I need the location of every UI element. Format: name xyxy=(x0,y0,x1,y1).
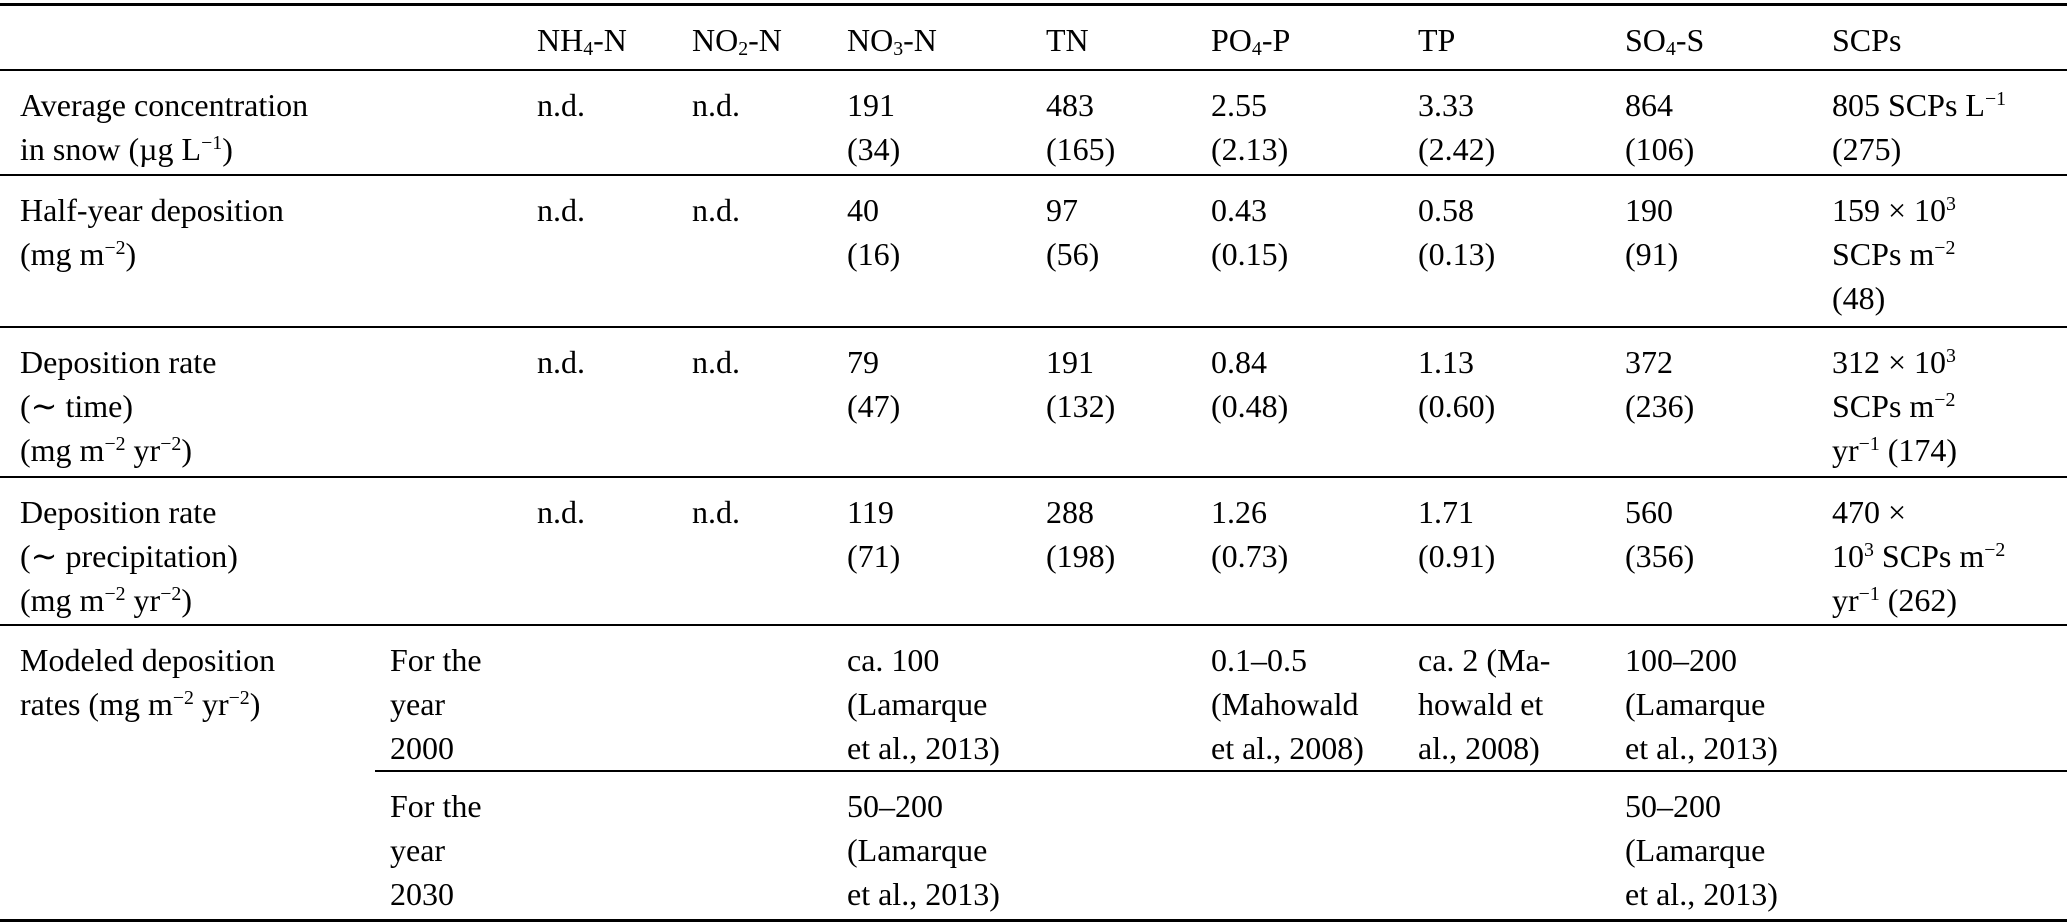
cell-avg-conc-scps: 805 SCPs L−1 (275) xyxy=(1832,69,2067,176)
cell-rate-precip-po4p: 1.26 (0.73) xyxy=(1211,476,1418,626)
cell-rate-precip-tp: 1.71 (0.91) xyxy=(1418,476,1625,626)
cell-modeled-2000-so4s: 100–200 (Lamarque et al., 2013) xyxy=(1625,624,1832,772)
cell-halfyear-sublabel xyxy=(375,174,537,328)
cell-rate-time-po4p: 0.84 (0.48) xyxy=(1211,326,1418,478)
cell-modeled-2030-po4p xyxy=(1211,771,1418,921)
row-modeled-year-2030: For the year 2030 50–200 (Lamarque et al., 2… xyxy=(0,771,2067,921)
cell-rate-time-scps: 312 × 103 SCPs m−2 yr−1 (174) xyxy=(1832,326,2067,478)
cell-rate-time-tn: 191 (132) xyxy=(1046,326,1211,478)
cell-rate-time-nh4n: n.d. xyxy=(537,326,692,478)
cell-halfyear-tp: 0.58 (0.13) xyxy=(1418,174,1625,328)
cell-rate-time-no3n: 79 (47) xyxy=(847,326,1046,478)
cell-rate-precip-no3n: 119 (71) xyxy=(847,476,1046,626)
cell-modeled-2000-tp: ca. 2 (Ma-howald et al., 2008) xyxy=(1418,624,1625,772)
row-modeled-year-2000: Modeled deposition rates (mg m−2 yr−2) Fo… xyxy=(0,624,2067,922)
cell-modeled-2000-sublabel: For the year 2000 xyxy=(375,624,537,772)
header-tp: TP xyxy=(1418,4,1625,71)
header-so4s: SO4-S xyxy=(1625,4,1832,71)
cell-modeled-label: Modeled deposition rates (mg m−2 yr−2) xyxy=(0,624,375,922)
cell-modeled-2030-so4s: 50–200 (Lamarque et al., 2013) xyxy=(1625,787,1778,912)
cell-rate-precip-no2n: n.d. xyxy=(692,476,847,626)
cell-modeled-2000-po4p: 0.1–0.5 (Mahowald et al., 2008) xyxy=(1211,624,1418,772)
row-average-concentration: Average concentration in snow (µg L−1) n.… xyxy=(0,69,2067,176)
cell-avg-conc-so4s: 864 (106) xyxy=(1625,69,1832,176)
row-half-year-deposition: Half-year deposition (mg m−2) n.d. n.d. 4… xyxy=(0,174,2067,328)
cell-halfyear-label: Half-year deposition (mg m−2) xyxy=(0,174,375,328)
cell-halfyear-nh4n: n.d. xyxy=(537,174,692,328)
row-deposition-rate-time: Deposition rate (∼ time) (mg m−2 yr−2) n.d… xyxy=(0,326,2067,478)
header-sublabel-spacer xyxy=(375,4,537,71)
cell-avg-conc-no3n: 191 (34) xyxy=(847,69,1046,176)
cell-modeled-2000-no3n: ca. 100 (Lamarque et al., 2013) xyxy=(847,624,1046,772)
cell-halfyear-no2n: n.d. xyxy=(692,174,847,328)
cell-modeled-2030-tp xyxy=(1418,771,1625,921)
cell-avg-conc-po4p: 2.55 (2.13) xyxy=(1211,69,1418,176)
cell-modeled-2000-no2n xyxy=(692,624,847,772)
cell-halfyear-so4s: 190 (91) xyxy=(1625,174,1832,328)
deposition-data-table: NH4-N NO2-N NO3-N TN PO4-P TP SO4-S SCPs… xyxy=(0,3,2067,922)
cell-modeled-2030-sublabel: For the year 2030 xyxy=(390,787,482,912)
cell-rate-precip-so4s: 560 (356) xyxy=(1625,476,1832,626)
cell-rate-time-sublabel xyxy=(375,326,537,478)
cell-rate-precip-scps: 470 × 103 SCPs m−2 yr−1 (262) xyxy=(1832,476,2067,626)
header-no3n: NO3-N xyxy=(847,4,1046,71)
cell-rate-precip-sublabel xyxy=(375,476,537,626)
cell-halfyear-no3n: 40 (16) xyxy=(847,174,1046,328)
cell-rate-precip-label: Deposition rate (∼ precipitation) (mg m−2 … xyxy=(0,476,375,626)
cell-modeled-2030-tn xyxy=(1046,771,1211,921)
cell-rate-time-label: Deposition rate (∼ time) (mg m−2 yr−2) xyxy=(0,326,375,478)
cell-avg-conc-sublabel xyxy=(375,69,537,176)
header-scps: SCPs xyxy=(1832,4,2067,71)
header-tn: TN xyxy=(1046,4,1211,71)
cell-halfyear-po4p: 0.43 (0.15) xyxy=(1211,174,1418,328)
cell-avg-conc-tp: 3.33 (2.42) xyxy=(1418,69,1625,176)
row-deposition-rate-precipitation: Deposition rate (∼ precipitation) (mg m−2 … xyxy=(0,476,2067,626)
header-nh4n: NH4-N xyxy=(537,4,692,71)
cell-rate-precip-nh4n: n.d. xyxy=(537,476,692,626)
cell-modeled-2030-nh4n xyxy=(537,771,692,921)
cell-modeled-2030-scps xyxy=(1832,771,2067,921)
cell-rate-time-so4s: 372 (236) xyxy=(1625,326,1832,478)
cell-modeled-2000-scps xyxy=(1832,624,2067,772)
cell-avg-conc-nh4n: n.d. xyxy=(537,69,692,176)
cell-halfyear-tn: 97 (56) xyxy=(1046,174,1211,328)
cell-halfyear-scps: 159 × 103 SCPs m−2 (48) xyxy=(1832,174,2067,328)
cell-avg-conc-tn: 483 (165) xyxy=(1046,69,1211,176)
header-no2n: NO2-N xyxy=(692,4,847,71)
cell-rate-time-no2n: n.d. xyxy=(692,326,847,478)
header-po4p: PO4-P xyxy=(1211,4,1418,71)
cell-avg-conc-label: Average concentration in snow (µg L−1) xyxy=(0,69,375,176)
header-row-label-spacer xyxy=(0,4,375,71)
cell-rate-time-tp: 1.13 (0.60) xyxy=(1418,326,1625,478)
cell-avg-conc-no2n: n.d. xyxy=(692,69,847,176)
header-row: NH4-N NO2-N NO3-N TN PO4-P TP SO4-S SCPs xyxy=(0,4,2067,71)
cell-modeled-2030-no3n: 50–200 (Lamarque et al., 2013) xyxy=(847,787,1000,912)
cell-rate-precip-tn: 288 (198) xyxy=(1046,476,1211,626)
cell-modeled-2000-nh4n xyxy=(537,624,692,772)
cell-modeled-2030-no2n xyxy=(692,771,847,921)
cell-modeled-2000-tn xyxy=(1046,624,1211,772)
